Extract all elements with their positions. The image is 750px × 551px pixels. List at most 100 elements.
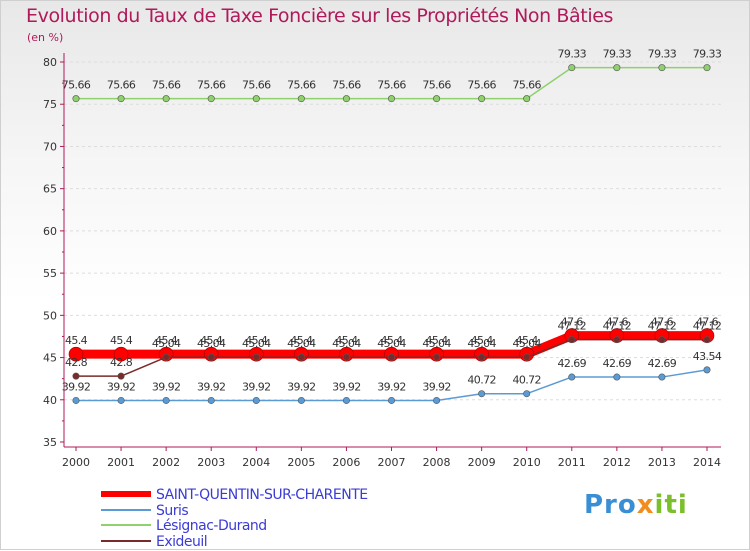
data-point bbox=[703, 336, 711, 344]
data-point bbox=[613, 336, 621, 344]
data-point bbox=[658, 336, 666, 344]
data-label: 75.66 bbox=[62, 79, 91, 92]
data-label: 79.33 bbox=[648, 48, 677, 61]
x-tick-label: 2000 bbox=[62, 456, 90, 469]
data-label: 47.12 bbox=[558, 320, 587, 333]
y-tick-label: 65 bbox=[43, 183, 57, 196]
data-point bbox=[297, 353, 305, 361]
data-label: 40.72 bbox=[512, 374, 541, 387]
x-tick-label: 2004 bbox=[242, 456, 270, 469]
data-point bbox=[113, 346, 129, 362]
data-label: 39.92 bbox=[197, 380, 226, 393]
data-point bbox=[252, 95, 260, 103]
data-label: 75.66 bbox=[242, 79, 271, 92]
legend-label: SAINT-QUENTIN-SUR-CHARENTE bbox=[156, 487, 368, 503]
data-label: 79.33 bbox=[693, 48, 722, 61]
x-tick-label: 2010 bbox=[513, 456, 541, 469]
data-point bbox=[117, 372, 125, 380]
y-tick-label: 80 bbox=[43, 56, 57, 69]
data-point bbox=[478, 390, 486, 398]
data-label: 42.69 bbox=[603, 357, 632, 370]
data-point bbox=[162, 396, 170, 404]
data-label: 45.4 bbox=[200, 334, 223, 347]
data-label: 45.4 bbox=[155, 334, 178, 347]
data-label: 79.33 bbox=[558, 48, 587, 61]
y-tick-label: 55 bbox=[43, 267, 57, 280]
unit-label: (en %) bbox=[27, 31, 64, 44]
data-label: 45.4 bbox=[471, 334, 494, 347]
y-tick-label: 50 bbox=[43, 309, 57, 322]
data-label: 39.92 bbox=[152, 380, 181, 393]
data-label: 45.04 bbox=[422, 337, 451, 350]
data-label: 42.69 bbox=[648, 357, 677, 370]
data-point bbox=[658, 64, 666, 72]
data-point bbox=[523, 353, 531, 361]
x-tick-label: 2012 bbox=[603, 456, 631, 469]
legend-label: Exideuil bbox=[156, 534, 207, 550]
data-label: 79.33 bbox=[603, 48, 632, 61]
data-label: 45.04 bbox=[512, 337, 541, 350]
data-label: 39.92 bbox=[242, 380, 271, 393]
data-label: 47.6 bbox=[561, 316, 584, 329]
y-tick-label: 70 bbox=[43, 140, 57, 153]
data-label: 45.4 bbox=[245, 334, 268, 347]
data-point bbox=[297, 95, 305, 103]
data-label: 45.04 bbox=[467, 337, 496, 350]
data-point bbox=[478, 95, 486, 103]
data-point bbox=[568, 64, 576, 72]
data-label: 39.92 bbox=[422, 380, 451, 393]
data-label: 75.66 bbox=[332, 79, 361, 92]
data-label: 45.04 bbox=[152, 337, 181, 350]
data-point bbox=[387, 353, 395, 361]
data-point bbox=[342, 353, 350, 361]
data-label: 75.66 bbox=[107, 79, 136, 92]
y-tick-label: 35 bbox=[43, 436, 57, 449]
data-point bbox=[433, 95, 441, 103]
data-label: 75.66 bbox=[377, 79, 406, 92]
proxiti-logo: Proxiti bbox=[584, 490, 688, 520]
data-point bbox=[72, 372, 80, 380]
data-label: 45.4 bbox=[110, 334, 133, 347]
data-label: 45.4 bbox=[65, 334, 88, 347]
data-point bbox=[703, 366, 711, 374]
data-label: 45.04 bbox=[242, 337, 271, 350]
y-tick-label: 60 bbox=[43, 225, 57, 238]
data-label: 75.66 bbox=[467, 79, 496, 92]
x-tick-label: 2009 bbox=[468, 456, 496, 469]
logo-part-1: Pro bbox=[584, 490, 637, 520]
x-tick-label: 2011 bbox=[558, 456, 586, 469]
x-tick-label: 2001 bbox=[107, 456, 135, 469]
data-label: 43.54 bbox=[693, 350, 722, 363]
chart-title: Evolution du Taux de Taxe Foncière sur l… bbox=[26, 5, 614, 27]
data-label: 47.6 bbox=[696, 316, 719, 329]
data-point bbox=[207, 396, 215, 404]
data-label: 45.04 bbox=[197, 337, 226, 350]
data-point bbox=[252, 396, 260, 404]
data-label: 42.8 bbox=[110, 356, 133, 369]
data-point bbox=[72, 396, 80, 404]
x-tick-label: 2007 bbox=[378, 456, 406, 469]
logo-part-3: iti bbox=[654, 490, 688, 520]
logo-part-2: x bbox=[636, 490, 655, 520]
data-point bbox=[117, 95, 125, 103]
data-point bbox=[568, 373, 576, 381]
data-point bbox=[252, 353, 260, 361]
data-point bbox=[387, 396, 395, 404]
data-label: 39.92 bbox=[287, 380, 316, 393]
data-label: 47.12 bbox=[603, 320, 632, 333]
data-label: 39.92 bbox=[332, 380, 361, 393]
x-tick-label: 2003 bbox=[197, 456, 225, 469]
data-label: 45.4 bbox=[426, 334, 449, 347]
data-label: 39.92 bbox=[107, 380, 136, 393]
data-point bbox=[72, 95, 80, 103]
data-point bbox=[658, 373, 666, 381]
data-point bbox=[342, 95, 350, 103]
data-point bbox=[478, 353, 486, 361]
data-point bbox=[297, 396, 305, 404]
legend-label: Suris bbox=[156, 503, 188, 519]
data-point bbox=[207, 95, 215, 103]
data-label: 45.4 bbox=[290, 334, 313, 347]
y-tick-label: 75 bbox=[43, 98, 57, 111]
